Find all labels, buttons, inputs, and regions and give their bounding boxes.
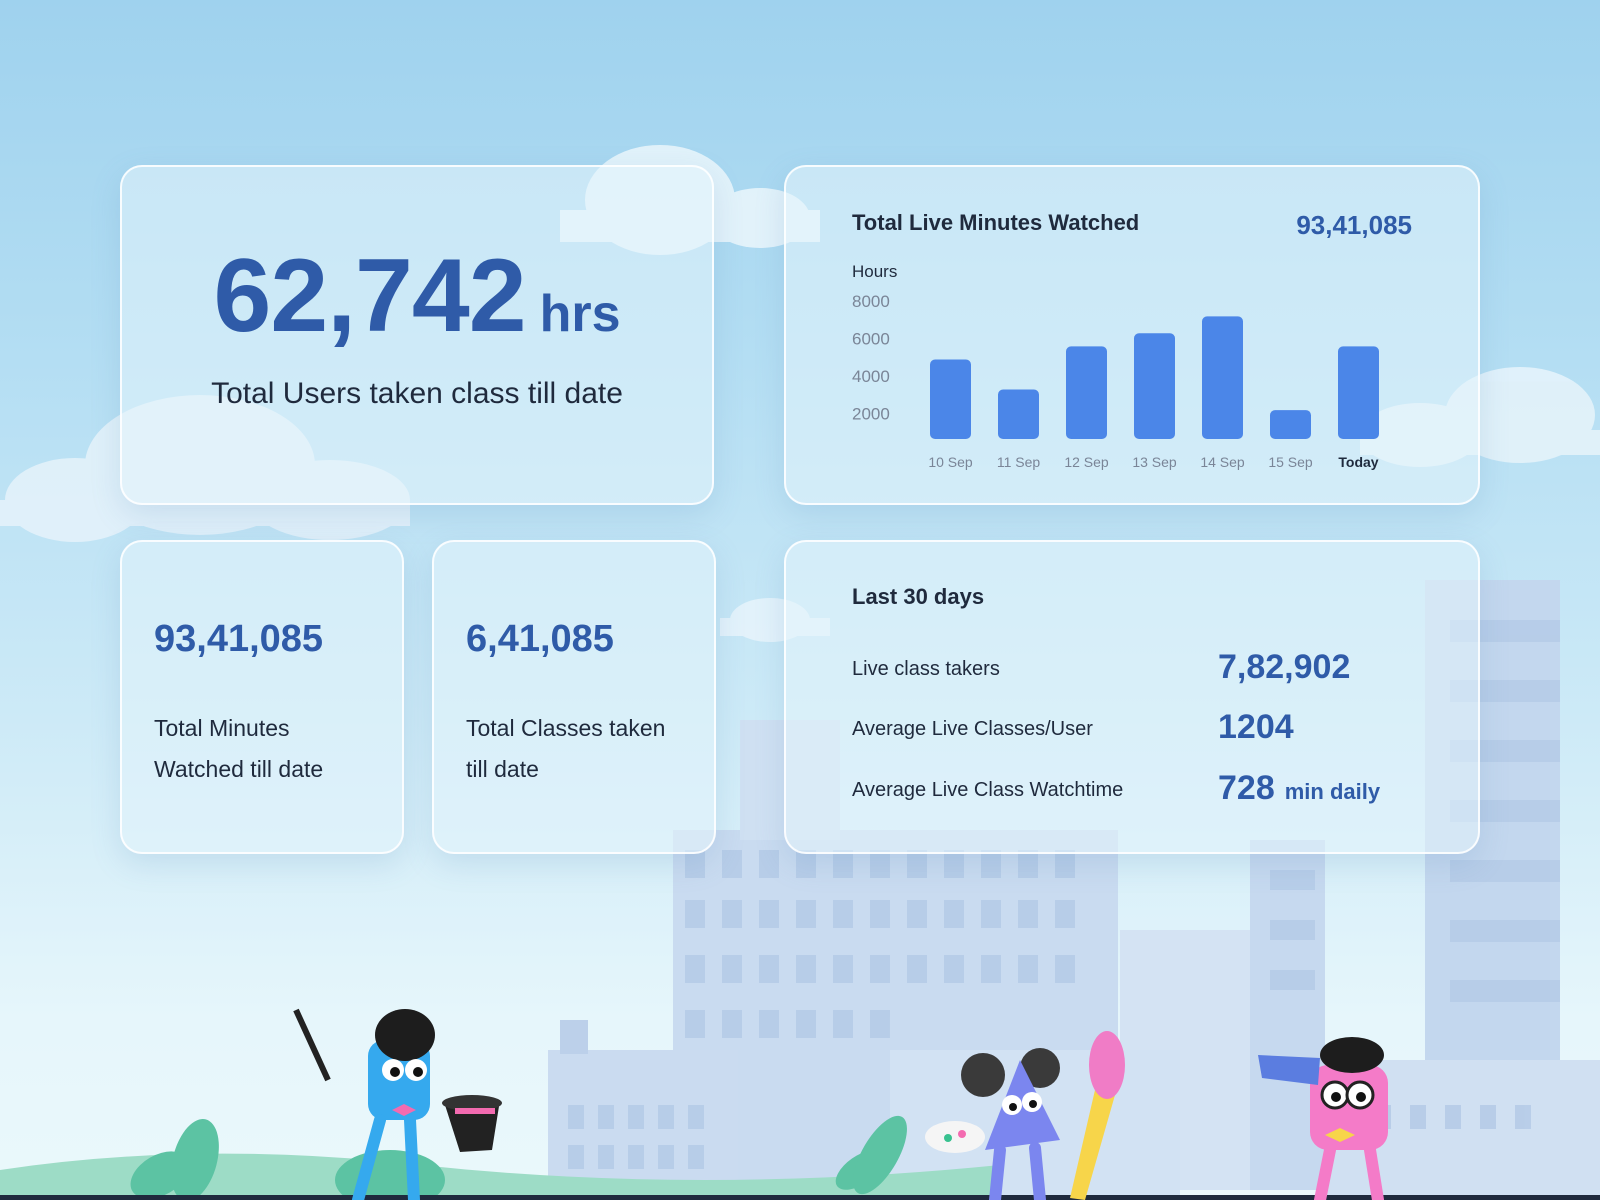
last-30-days-title: Last 30 days	[852, 584, 985, 609]
stat-value: 728 min daily	[1218, 769, 1380, 808]
bar-11-sep	[998, 389, 1039, 439]
total-hours-value-group: 62,742 hrs	[122, 237, 712, 356]
stat-value: 7,82,902	[1218, 648, 1350, 687]
total-minutes-label-line2: Watched till date	[154, 756, 324, 782]
total-hours-caption: Total Users taken class till date	[211, 377, 623, 410]
total-classes-label: Total Classes taken till date	[466, 708, 706, 790]
stat-unit: min daily	[1284, 779, 1381, 804]
bar-today	[1338, 346, 1379, 439]
bar-13-sep	[1134, 333, 1175, 439]
total-minutes-card: 93,41,085 Total Minutes Watched till dat…	[120, 540, 404, 854]
y-tick-label: 2000	[852, 405, 890, 424]
total-minutes-label-line1: Total Minutes	[154, 715, 290, 741]
total-hours-unit: hrs	[539, 285, 621, 343]
stat-value: 1204	[1218, 708, 1294, 747]
last-30-days-card: Last 30 days Live class takers 7,82,902 …	[784, 540, 1480, 854]
y-tick-label: 4000	[852, 367, 890, 386]
chart-title: Total Live Minutes Watched	[852, 210, 1140, 235]
x-tick-label: 15 Sep	[1268, 454, 1313, 470]
bar-chart: 2000 4000 6000 8000 10 Sep 11 Sep 12 Sep 13 Sep…	[852, 292, 1379, 470]
city-skyline	[548, 580, 1600, 1200]
chart-y-axis-label: Hours	[852, 262, 898, 281]
ground	[0, 1153, 1000, 1200]
stat-number: 728	[1218, 769, 1275, 807]
bar-12-sep	[1066, 346, 1107, 439]
x-tick-label: 12 Sep	[1064, 454, 1109, 470]
stat-label: Average Live Classes/User	[852, 718, 1093, 740]
total-hours-value: 62,742	[213, 238, 526, 354]
bar-14-sep	[1202, 316, 1243, 439]
stat-number: 1204	[1218, 708, 1294, 746]
total-minutes-label: Total Minutes Watched till date	[154, 708, 394, 790]
total-classes-value: 6,41,085	[466, 618, 614, 660]
total-classes-label-line1: Total Classes taken	[466, 715, 666, 741]
total-hours-card: 62,742 hrs Total Users taken class till d…	[120, 165, 714, 505]
stat-number: 7,82,902	[1218, 648, 1351, 686]
x-tick-label: 14 Sep	[1200, 454, 1245, 470]
stat-row-average-watchtime: Average Live Class Watchtime 728 min dail…	[852, 769, 1452, 813]
total-minutes-value: 93,41,085	[154, 618, 324, 660]
x-tick-label: 10 Sep	[928, 454, 973, 470]
x-tick-label: 11 Sep	[997, 454, 1041, 470]
y-tick-label: 8000	[852, 292, 890, 311]
total-classes-label-line2: till date	[466, 756, 539, 782]
stat-label: Average Live Class Watchtime	[852, 779, 1124, 801]
x-tick-label: 13 Sep	[1132, 454, 1177, 470]
bar-10-sep	[930, 359, 971, 439]
painter-character-icon	[925, 1031, 1125, 1200]
chart-total-value: 93,41,085	[1296, 210, 1412, 240]
live-minutes-chart-card: Total Live Minutes Watched 93,41,085 Hou…	[784, 165, 1480, 505]
plant-icon	[130, 1115, 907, 1200]
bar-15-sep	[1270, 410, 1311, 439]
magician-character-icon	[293, 1008, 502, 1200]
explorer-character-icon	[1258, 1037, 1388, 1200]
stat-label: Live class takers	[852, 658, 1000, 680]
total-classes-card: 6,41,085 Total Classes taken till date	[432, 540, 716, 854]
stat-row-live-class-takers: Live class takers 7,82,902	[852, 648, 1452, 692]
stat-row-average-classes: Average Live Classes/User 1204	[852, 708, 1452, 752]
x-tick-label: Today	[1338, 454, 1378, 470]
y-tick-label: 6000	[852, 330, 890, 349]
